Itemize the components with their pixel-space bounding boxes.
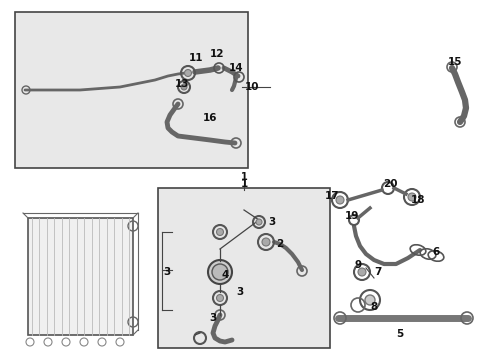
Text: 18: 18 bbox=[410, 195, 425, 205]
Text: 9: 9 bbox=[354, 260, 361, 270]
Text: 7: 7 bbox=[373, 267, 381, 277]
Text: 13: 13 bbox=[174, 79, 189, 89]
Circle shape bbox=[262, 238, 269, 246]
Bar bbox=[15, 12, 247, 168]
Circle shape bbox=[407, 193, 415, 201]
Text: 11: 11 bbox=[188, 53, 203, 63]
Text: 17: 17 bbox=[324, 191, 339, 201]
Circle shape bbox=[357, 268, 365, 276]
Text: 6: 6 bbox=[431, 247, 439, 257]
Circle shape bbox=[335, 196, 343, 204]
Text: 14: 14 bbox=[228, 63, 243, 73]
Text: 1: 1 bbox=[240, 172, 247, 182]
Text: 10: 10 bbox=[244, 82, 259, 92]
Text: 3: 3 bbox=[163, 267, 170, 277]
Text: 4: 4 bbox=[221, 270, 228, 280]
Text: 2: 2 bbox=[276, 239, 283, 249]
Text: 16: 16 bbox=[203, 113, 217, 123]
Circle shape bbox=[364, 295, 374, 305]
Circle shape bbox=[256, 219, 262, 225]
Bar bbox=[28, 218, 133, 335]
Text: 5: 5 bbox=[396, 329, 403, 339]
Circle shape bbox=[216, 294, 223, 302]
Text: 3: 3 bbox=[236, 287, 243, 297]
Text: 3: 3 bbox=[268, 217, 275, 227]
Ellipse shape bbox=[207, 260, 231, 284]
Text: 20: 20 bbox=[382, 179, 396, 189]
Text: 15: 15 bbox=[447, 57, 461, 67]
Text: 1: 1 bbox=[240, 179, 247, 189]
Text: 3: 3 bbox=[209, 313, 216, 323]
Text: 12: 12 bbox=[209, 49, 224, 59]
Bar bbox=[158, 188, 329, 348]
Text: 8: 8 bbox=[369, 302, 377, 312]
Circle shape bbox=[181, 84, 186, 90]
Circle shape bbox=[184, 69, 191, 77]
Circle shape bbox=[216, 229, 223, 235]
Text: 19: 19 bbox=[344, 211, 359, 221]
Circle shape bbox=[212, 264, 227, 280]
